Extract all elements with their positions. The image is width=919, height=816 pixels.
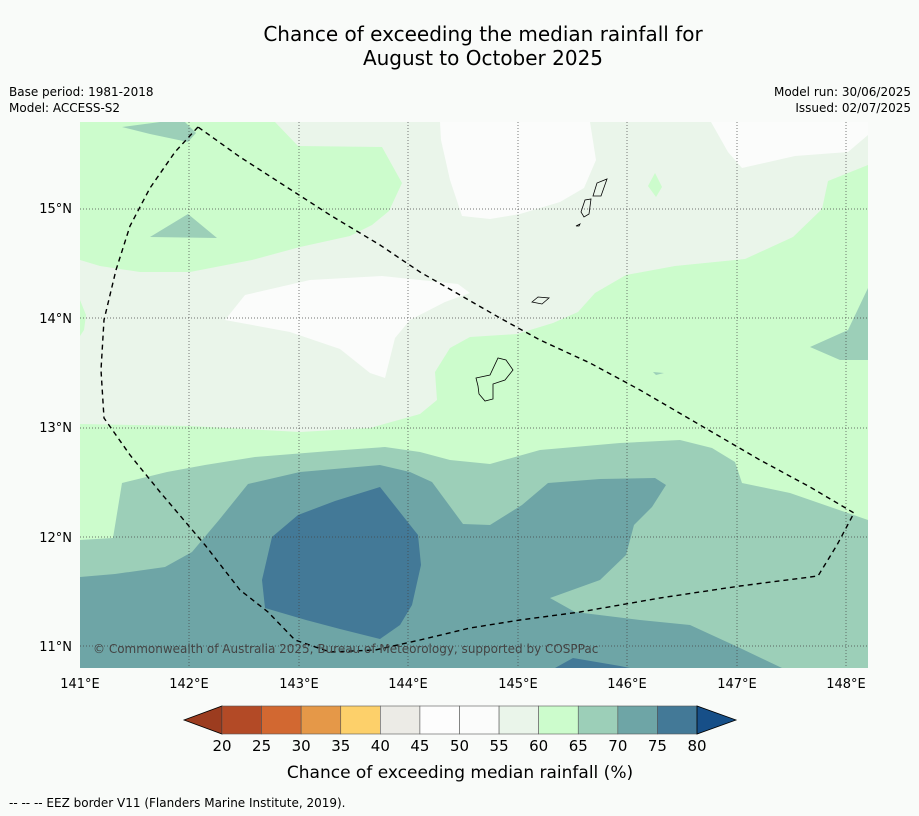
contour-75-80-bottom xyxy=(555,658,630,668)
contour-75-80-core xyxy=(262,487,421,639)
copyright-text: © Commonwealth of Australia 2025, Bureau… xyxy=(93,642,598,656)
colorbar-under-arrow xyxy=(182,705,223,735)
contour-50-55-center xyxy=(225,276,470,378)
colorbar-swatch xyxy=(657,705,698,735)
colorbar-tick-label: 80 xyxy=(687,737,706,755)
lat-tick-label: 14°N xyxy=(39,312,72,327)
colorbar-swatch xyxy=(459,705,500,735)
island-aguijan xyxy=(575,223,581,227)
colorbar-tick-label: 20 xyxy=(212,737,231,755)
lat-tick-label: 13°N xyxy=(39,421,72,436)
colorbar-over-arrow xyxy=(696,705,738,735)
contour-70-75-main xyxy=(80,465,782,668)
colorbar-label: Chance of exceeding median rainfall (%) xyxy=(287,763,633,783)
contour-50-55-top-right xyxy=(711,122,868,168)
lon-tick-label: 141°E xyxy=(60,677,100,692)
colorbar-tick-label: 25 xyxy=(252,737,271,755)
lon-tick-labels: 141°E 142°E 143°E 144°E 145°E 146°E 147°… xyxy=(60,677,866,692)
colorbar-tick-label: 55 xyxy=(490,737,509,755)
lat-tick-label: 15°N xyxy=(39,202,72,217)
colorbar-swatch xyxy=(419,705,460,735)
island-rota xyxy=(531,296,550,305)
model-run-text: Model run: 30/06/2025 xyxy=(773,85,911,99)
map-area: © Commonwealth of Australia 2025, Bureau… xyxy=(80,122,868,668)
meta-right: Model run: 30/06/2025 Issued: 02/07/2025 xyxy=(774,84,911,116)
contour-65-70-right-blob xyxy=(810,288,868,360)
colorbar-swatch xyxy=(498,705,539,735)
eez-border xyxy=(100,126,855,653)
lon-tick-label: 142°E xyxy=(169,677,209,692)
colorbar-tick-label: 30 xyxy=(292,737,311,755)
colorbar: 20 25 30 35 40 45 50 55 60 65 70 75 80 Chance of exc… xyxy=(182,705,738,783)
contour-65-70-tiny xyxy=(653,372,664,375)
issued-text: Issued: 02/07/2025 xyxy=(795,101,911,115)
meta-left: Base period: 1981-2018 Model: ACCESS-S2 xyxy=(9,84,154,116)
island-guam xyxy=(475,357,514,402)
title-line-1: Chance of exceeding the median rainfall … xyxy=(263,22,703,46)
contour-60-65-small-island xyxy=(648,173,662,197)
colorbar-tick-label: 35 xyxy=(331,737,350,755)
island-tinian xyxy=(580,198,592,218)
lon-tick-label: 146°E xyxy=(607,677,647,692)
lat-tick-labels: 15°N 14°N 13°N 12°N 11°N xyxy=(39,202,72,655)
eez-footnote: -- -- -- EEZ border V11 (Flanders Marine… xyxy=(9,796,346,810)
colorbar-tick-label: 60 xyxy=(529,737,548,755)
lon-tick-label: 148°E xyxy=(826,677,866,692)
lon-tick-label: 147°E xyxy=(717,677,757,692)
colorbar-swatch xyxy=(617,705,658,735)
map-title: Chance of exceeding the median rainfall … xyxy=(0,22,919,70)
lon-tick-label: 144°E xyxy=(388,677,428,692)
colorbar-swatch xyxy=(340,705,381,735)
lon-tick-label: 143°E xyxy=(279,677,319,692)
lon-tick-label: 145°E xyxy=(498,677,538,692)
colorbar-tick-label: 70 xyxy=(608,737,627,755)
colorbar-tick-label: 40 xyxy=(371,737,390,755)
colorbar-swatch xyxy=(261,705,302,735)
colorbar-boxes xyxy=(221,705,698,735)
colorbar-tick-label: 50 xyxy=(450,737,469,755)
island-saipan xyxy=(592,178,608,197)
lat-tick-label: 11°N xyxy=(39,640,72,655)
model-text: Model: ACCESS-S2 xyxy=(9,101,121,115)
colorbar-tick-label: 65 xyxy=(569,737,588,755)
lat-tick-label: 12°N xyxy=(39,531,72,546)
colorbar-swatch xyxy=(300,705,342,735)
title-line-2: August to October 2025 xyxy=(362,46,604,70)
colorbar-tick-label: 45 xyxy=(410,737,429,755)
colorbar-swatch xyxy=(380,705,421,735)
colorbar-swatch xyxy=(221,705,262,735)
colorbar-tick-label: 75 xyxy=(648,737,667,755)
base-period-text: Base period: 1981-2018 xyxy=(9,85,154,99)
colorbar-tick-labels: 20 25 30 35 40 45 50 55 60 65 70 75 80 xyxy=(212,737,706,755)
colorbar-swatch xyxy=(538,705,579,735)
contour-65-70-top-left-small xyxy=(122,122,196,142)
gridlines xyxy=(80,122,868,668)
contour-65-70-island-patch xyxy=(150,214,217,238)
colorbar-swatch xyxy=(577,705,619,735)
